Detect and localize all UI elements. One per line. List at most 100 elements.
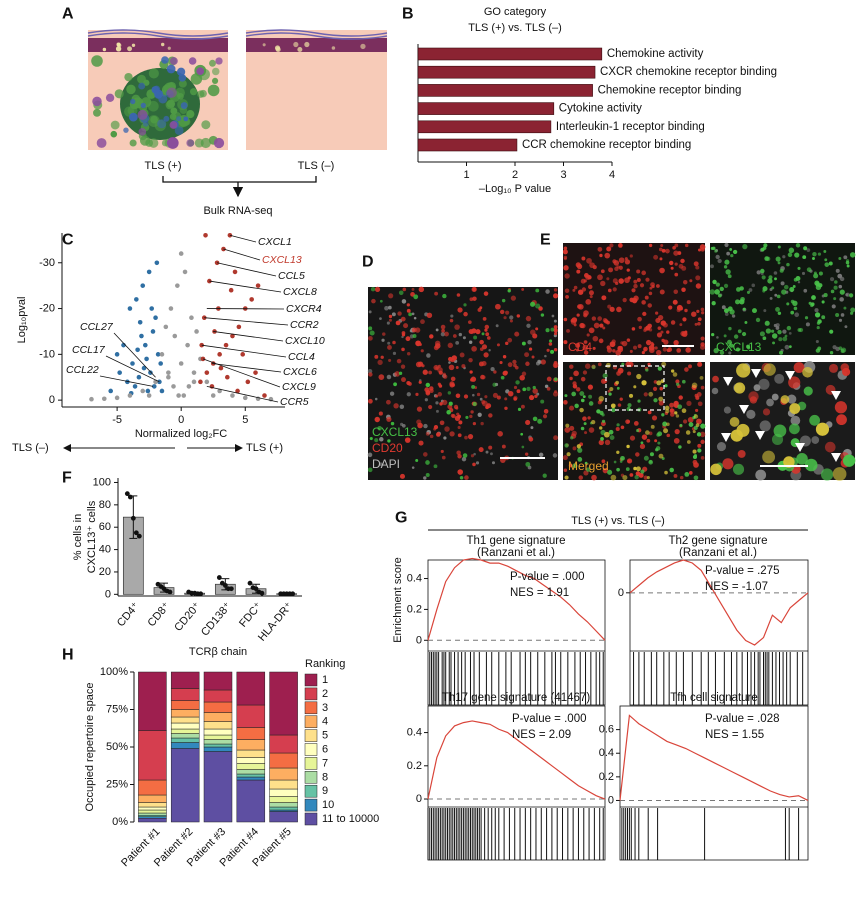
cell — [425, 460, 430, 465]
cell — [382, 332, 386, 336]
y-tick-label: 0.4 — [407, 727, 422, 739]
cell — [428, 370, 432, 375]
cell — [493, 370, 497, 374]
cell — [815, 348, 821, 353]
y-tick-label: 0.6 — [599, 724, 614, 736]
legend-label: 9 — [322, 785, 328, 797]
point — [127, 393, 133, 398]
cell — [845, 260, 850, 265]
cell — [610, 403, 616, 409]
cell — [680, 258, 685, 264]
cell — [437, 382, 441, 386]
cell — [602, 467, 609, 474]
cell — [627, 403, 632, 408]
cell — [374, 286, 381, 293]
bar-segment — [236, 763, 266, 770]
cell — [472, 401, 477, 407]
cell — [686, 400, 692, 406]
cell — [415, 458, 419, 462]
cell — [674, 243, 679, 248]
bar-segment — [138, 802, 167, 808]
cell — [652, 386, 658, 392]
cell — [618, 345, 623, 350]
panel-label: G — [395, 510, 407, 527]
cell — [472, 296, 477, 301]
cell — [615, 380, 620, 385]
cell — [647, 323, 652, 329]
cell — [673, 250, 679, 256]
cell — [580, 398, 585, 403]
cell — [544, 384, 549, 389]
cell — [668, 260, 674, 266]
bar-segment — [170, 709, 200, 718]
bar-segment — [269, 752, 298, 769]
cell — [405, 336, 411, 342]
cell — [784, 344, 790, 350]
cell — [727, 306, 733, 312]
bar-segment — [138, 671, 167, 731]
cell — [813, 273, 819, 279]
cell — [516, 389, 521, 394]
cell — [714, 249, 718, 253]
cell — [476, 392, 481, 397]
cell — [641, 434, 648, 440]
cell — [607, 469, 613, 475]
micrograph-background — [563, 362, 705, 480]
cell — [649, 452, 654, 457]
cell — [661, 338, 665, 343]
legend-label: 8 — [322, 771, 328, 783]
cell — [425, 382, 431, 388]
cell — [582, 344, 589, 351]
cell — [835, 312, 840, 318]
cell — [763, 363, 776, 376]
cell — [388, 318, 392, 322]
cell — [753, 384, 761, 392]
cell — [554, 377, 558, 381]
bar-segment — [138, 809, 167, 814]
cell — [649, 286, 653, 290]
cell — [777, 245, 781, 249]
cell — [629, 349, 633, 353]
cell — [664, 405, 670, 411]
cell — [840, 347, 847, 353]
bar-segment — [170, 748, 200, 823]
cell — [726, 251, 731, 256]
cell — [656, 284, 660, 288]
cell — [788, 376, 801, 389]
cell — [836, 414, 847, 426]
cell — [670, 369, 675, 373]
cell — [478, 447, 484, 453]
cell — [659, 267, 665, 274]
cell — [211, 77, 219, 84]
cell — [695, 395, 700, 400]
point — [178, 361, 184, 366]
cell — [700, 439, 705, 445]
cell — [582, 395, 586, 399]
cell — [642, 311, 647, 317]
cell — [368, 326, 373, 331]
point — [259, 590, 265, 596]
cell — [762, 336, 767, 341]
point — [144, 356, 149, 362]
cell — [840, 313, 845, 317]
cell — [576, 269, 581, 274]
bar — [417, 47, 603, 61]
stat-annotation: NES = -1.07 — [705, 581, 768, 593]
cell — [636, 429, 640, 433]
cell — [484, 395, 488, 399]
cell — [729, 247, 733, 251]
cell — [408, 312, 412, 317]
cell — [463, 311, 468, 317]
cell — [616, 450, 620, 454]
cell — [448, 364, 455, 371]
cell — [389, 391, 395, 396]
cell — [688, 422, 694, 427]
point — [133, 530, 139, 536]
stat-annotation: P-value = .000 — [510, 571, 584, 583]
cell — [660, 330, 664, 334]
cell — [601, 295, 607, 301]
cell — [499, 309, 505, 315]
cell — [583, 422, 587, 426]
cell — [612, 278, 618, 284]
y-axis-label: Enrichment score — [392, 557, 404, 643]
